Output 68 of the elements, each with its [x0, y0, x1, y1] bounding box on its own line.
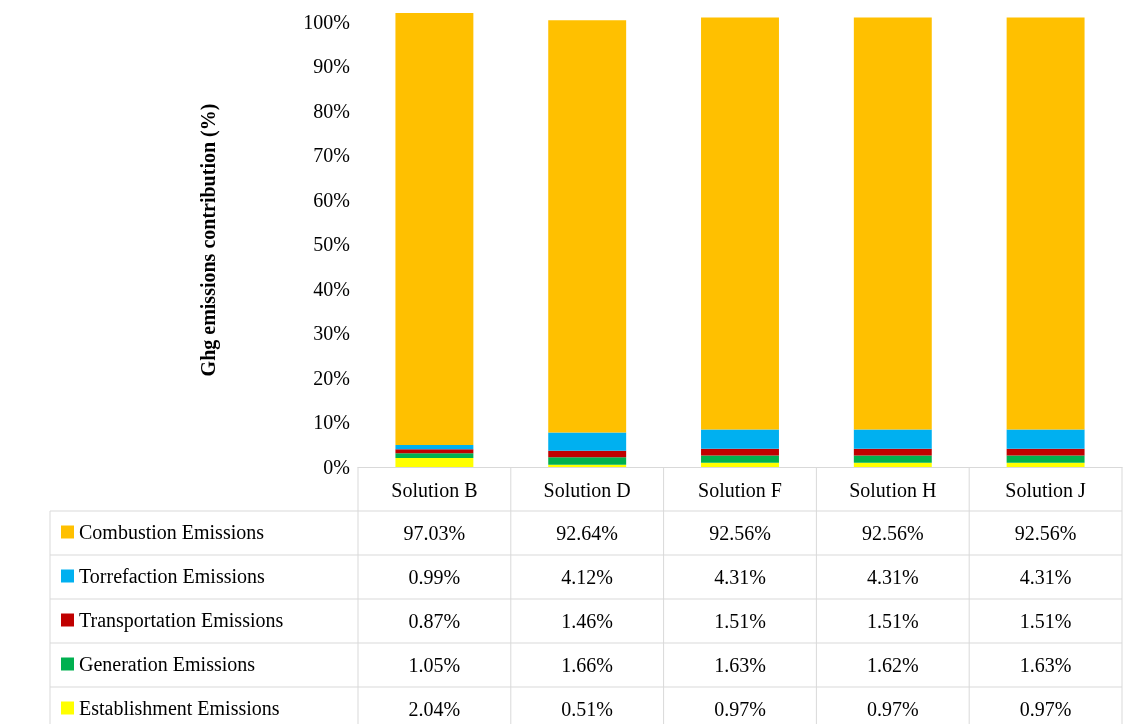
bar — [701, 455, 779, 463]
legend-label: Combustion Emissions — [79, 521, 265, 543]
data-label: 4.31% — [1019, 566, 1072, 588]
y-tick-label: 80% — [313, 99, 350, 122]
data-label: 92.56% — [1014, 522, 1077, 544]
x-tick-label: Solution D — [543, 479, 631, 501]
y-tick-label: 40% — [313, 277, 350, 300]
bar — [548, 457, 627, 465]
data-label: 92.56% — [861, 522, 924, 544]
bar — [1006, 429, 1085, 449]
data-label: 1.51% — [1019, 610, 1072, 632]
x-tick-label: Solution F — [698, 479, 782, 501]
x-tick-label: Solution J — [1005, 479, 1087, 501]
bar — [395, 13, 474, 445]
y-tick-label: 50% — [313, 233, 350, 256]
data-label: 0.97% — [866, 698, 919, 720]
data-label: 0.99% — [408, 566, 461, 588]
bar — [548, 432, 627, 451]
y-tick-label: 90% — [313, 55, 350, 78]
bar — [701, 462, 779, 467]
data-label: 1.51% — [714, 610, 766, 632]
bar — [853, 462, 932, 467]
legend-label: Transportation Emissions — [79, 609, 284, 632]
bar — [701, 17, 779, 430]
data-label: 1.05% — [408, 654, 461, 676]
data-label: 1.46% — [561, 610, 614, 632]
bar — [1006, 462, 1085, 467]
data-label: 4.31% — [714, 566, 766, 588]
bar — [548, 20, 627, 433]
x-tick-label: Solution H — [849, 479, 937, 501]
bar — [395, 444, 474, 450]
bar — [395, 449, 474, 454]
data-label: 0.51% — [561, 698, 614, 720]
data-label: 97.03% — [403, 522, 466, 544]
x-tick-label: Solution B — [391, 479, 478, 501]
data-label: 4.31% — [866, 566, 919, 588]
bar — [853, 455, 932, 463]
data-label: 92.64% — [556, 522, 619, 544]
bar — [853, 17, 932, 430]
bar — [395, 457, 474, 467]
bar — [1006, 455, 1085, 463]
legend-label: Generation Emissions — [79, 653, 256, 675]
data-label: 0.97% — [1019, 698, 1072, 720]
data-label: 1.51% — [866, 610, 919, 632]
y-tick-label: 10% — [313, 411, 350, 434]
data-label: 4.12% — [561, 566, 614, 588]
y-tick-label: 60% — [313, 188, 350, 211]
data-label: 1.62% — [866, 654, 919, 676]
data-label: 2.04% — [408, 698, 461, 720]
data-label: 1.63% — [1019, 654, 1072, 676]
legend-label: Establishment Emissions — [79, 697, 280, 719]
data-label: 92.56% — [709, 522, 771, 544]
data-label: 0.87% — [408, 610, 461, 632]
data-label: 1.63% — [714, 654, 766, 676]
bar — [853, 429, 932, 449]
y-tick-label: 70% — [313, 144, 350, 167]
y-axis-title: Ghg emissions contribution (%) — [197, 103, 220, 377]
data-label: 1.66% — [561, 654, 614, 676]
legend-label: Torrefaction Emissions — [79, 565, 265, 587]
data-label: 0.97% — [714, 698, 766, 720]
y-tick-label: 30% — [313, 322, 350, 345]
y-tick-label: 100% — [303, 10, 350, 33]
bar — [1006, 17, 1085, 430]
y-tick-label: 20% — [313, 366, 350, 389]
y-tick-label: 0% — [323, 456, 350, 478]
bar — [395, 453, 474, 458]
bar — [548, 450, 627, 458]
bar — [701, 429, 779, 449]
